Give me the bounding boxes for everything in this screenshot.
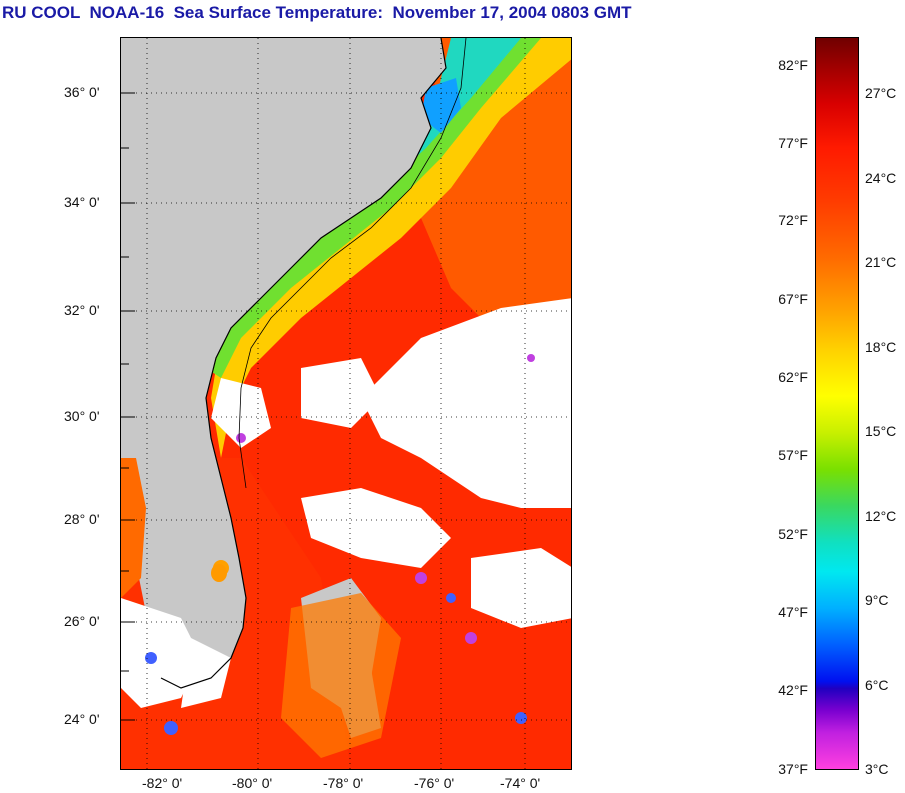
colorbar-f-52: 52°F: [778, 526, 808, 542]
cloud-edge-pixels: [145, 354, 535, 735]
colorbar-c-21: 21°C: [865, 254, 897, 270]
shelf-water-mid: [206, 38, 541, 378]
colorbar-c-3: 3°C: [865, 761, 889, 777]
cloud-cover: [121, 298, 571, 708]
lon-label-76: -76° 0': [414, 775, 455, 791]
lat-label-28: 28° 0': [64, 511, 100, 527]
isobath-contour: [238, 38, 467, 489]
map-title: RU COOL NOAA-16 Sea Surface Temperature:…: [2, 3, 632, 22]
lat-label-36: 36° 0': [64, 84, 100, 100]
colorbar-c-6: 6°C: [865, 677, 889, 693]
sst-map-canvas: [121, 38, 571, 769]
sst-map[interactable]: [120, 37, 572, 770]
bahama-banks: [281, 593, 401, 758]
colorbar-f-62: 62°F: [778, 369, 808, 385]
lat-label-34: 34° 0': [64, 194, 100, 210]
lon-label-80: -80° 0': [232, 775, 273, 791]
temperature-colorbar: [815, 37, 859, 770]
colorbar-f-42: 42°F: [778, 682, 808, 698]
colorbar-f-82: 82°F: [778, 57, 808, 73]
lon-label-74: -74° 0': [500, 775, 541, 791]
lat-label-32: 32° 0': [64, 302, 100, 318]
gulf-of-mexico-strip: [121, 458, 146, 598]
us-landmass: [121, 38, 446, 688]
colorbar-c-18: 18°C: [865, 339, 897, 355]
lake-okeechobee: [211, 564, 227, 582]
colorbar-c-24: 24°C: [865, 170, 897, 186]
lat-label-24: 24° 0': [64, 711, 100, 727]
colorbar-c-9: 9°C: [865, 592, 889, 608]
colorbar-f-77: 77°F: [778, 135, 808, 151]
colorbar-f-37: 37°F: [778, 761, 808, 777]
colorbar-f-67: 67°F: [778, 291, 808, 307]
coastline: [160, 38, 447, 689]
colorbar-f-72: 72°F: [778, 212, 808, 228]
lat-label-30: 30° 0': [64, 408, 100, 424]
graticule: [121, 38, 571, 769]
colorbar-c-12: 12°C: [865, 508, 897, 524]
shelf-water-warm: [211, 38, 571, 458]
left-ticks: [121, 92, 135, 721]
pamlico-sound: [421, 78, 461, 133]
colorbar-f-57: 57°F: [778, 447, 808, 463]
colorbar-c-15: 15°C: [865, 423, 897, 439]
colorbar-f-47: 47°F: [778, 604, 808, 620]
lat-label-26: 26° 0': [64, 613, 100, 629]
lon-label-82: -82° 0': [142, 775, 183, 791]
colorbar-c-27: 27°C: [865, 85, 897, 101]
lon-label-78: -78° 0': [323, 775, 364, 791]
